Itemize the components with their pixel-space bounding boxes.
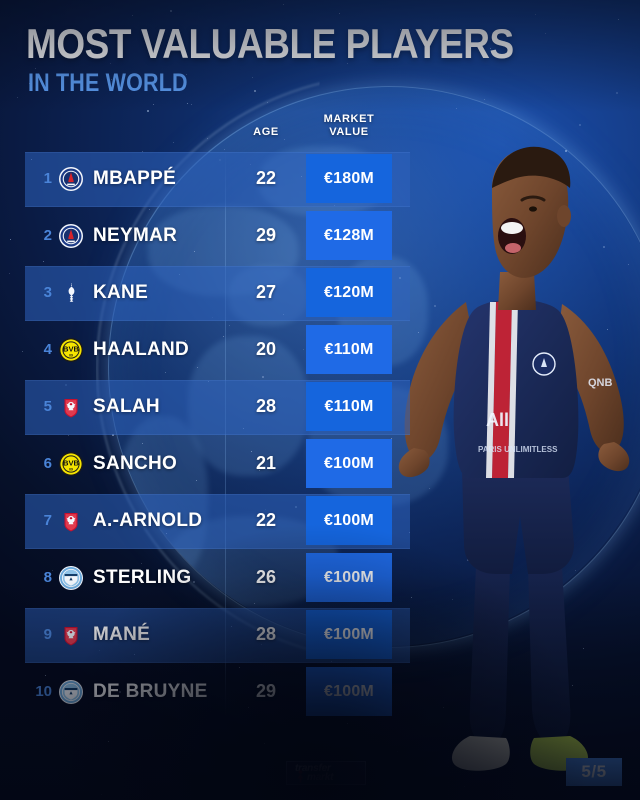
table-row: 4 BVB 09 HAALAND 20 €110M — [0, 321, 640, 378]
row-market-value: €110M — [306, 382, 392, 431]
psg-badge-icon — [58, 223, 84, 249]
row-player-name: A.-ARNOLD — [93, 509, 203, 531]
liverpool-badge-icon — [58, 394, 84, 420]
mancity-badge-icon — [58, 565, 84, 591]
row-rank: 10 — [35, 683, 52, 700]
transfermarkt-logo: transfer markt — [286, 761, 366, 785]
page-title: MOST VALUABLE PLAYERS — [26, 20, 514, 67]
row-player-name: KANE — [93, 281, 149, 303]
table-row: 8 STERLING 26 €100M — [0, 549, 640, 606]
row-age: 29 — [255, 225, 277, 245]
row-rank: 9 — [43, 626, 52, 643]
row-rank: 6 — [43, 455, 52, 472]
row-market-value: €100M — [306, 439, 392, 488]
table-row: 5 SALAH 28 €110M — [0, 378, 640, 435]
row-player-name: HAALAND — [93, 338, 190, 360]
row-market-value: €100M — [306, 496, 392, 545]
column-header-market-value-line1: MARKET — [323, 113, 375, 125]
svg-text:09: 09 — [69, 467, 73, 471]
mancity-badge-icon — [58, 679, 84, 705]
row-player-name: MBAPPÉ — [93, 167, 177, 189]
row-age: 27 — [255, 282, 277, 302]
dortmund-badge-icon: BVB 09 — [58, 451, 84, 477]
row-market-value: €100M — [306, 610, 392, 659]
row-market-value: €128M — [306, 211, 392, 260]
row-player-name: MANÉ — [93, 623, 151, 645]
row-rank: 2 — [43, 227, 52, 244]
liverpool-badge-icon — [58, 508, 84, 534]
row-market-value: €100M — [306, 553, 392, 602]
column-header-age: AGE — [253, 126, 279, 138]
table-row: 10 DE BRUYNE 29 €100M — [0, 663, 640, 720]
row-player-name: DE BRUYNE — [93, 680, 208, 702]
dortmund-badge-icon: BVB 09 — [58, 337, 84, 363]
table-row: 3 KANE 27 €120M — [0, 264, 640, 321]
row-age: 21 — [255, 453, 277, 473]
row-market-value: €120M — [306, 268, 392, 317]
row-rank: 4 — [43, 341, 52, 358]
tottenham-badge-icon — [58, 280, 84, 306]
row-age: 22 — [255, 510, 277, 530]
table-row: 1 MBAPPÉ 22 €180M — [0, 150, 640, 207]
ranking-table: 1 MBAPPÉ 22 €180M 2 NEYMAR 29 €128M 3 KANE 27 €120M… — [0, 150, 640, 720]
row-rank: 8 — [43, 569, 52, 586]
table-row: 6 BVB 09 SANCHO 21 €100M — [0, 435, 640, 492]
row-age: 28 — [255, 396, 277, 416]
row-player-name: SANCHO — [93, 452, 178, 474]
row-player-name: SALAH — [93, 395, 160, 417]
row-rank: 7 — [43, 512, 52, 529]
row-rank: 1 — [43, 170, 52, 187]
row-age: 28 — [255, 624, 277, 644]
row-market-value: €180M — [306, 154, 392, 203]
row-player-name: NEYMAR — [93, 224, 178, 246]
transfermarkt-figure-icon — [298, 770, 303, 783]
svg-text:BVB: BVB — [63, 458, 80, 467]
column-header-market-value-line2: VALUE — [329, 126, 369, 138]
liverpool-badge-icon — [58, 622, 84, 648]
row-age: 22 — [255, 168, 277, 188]
row-age: 29 — [255, 681, 277, 701]
row-market-value: €100M — [306, 667, 392, 716]
row-player-name: STERLING — [93, 566, 192, 588]
svg-text:BVB: BVB — [63, 344, 80, 353]
table-row: 9 MANÉ 28 €100M — [0, 606, 640, 663]
svg-text:09: 09 — [69, 353, 73, 357]
row-rank: 5 — [43, 398, 52, 415]
psg-badge-icon — [58, 166, 84, 192]
column-header-market-value: MARKET VALUE — [313, 113, 385, 139]
row-age: 20 — [255, 339, 277, 359]
row-market-value: €110M — [306, 325, 392, 374]
row-age: 26 — [255, 567, 277, 587]
row-rank: 3 — [43, 284, 52, 301]
table-row: 2 NEYMAR 29 €128M — [0, 207, 640, 264]
page-indicator: 5/5 — [566, 758, 622, 786]
page-subtitle: IN THE WORLD — [28, 69, 188, 97]
table-row: 7 A.-ARNOLD 22 €100M — [0, 492, 640, 549]
